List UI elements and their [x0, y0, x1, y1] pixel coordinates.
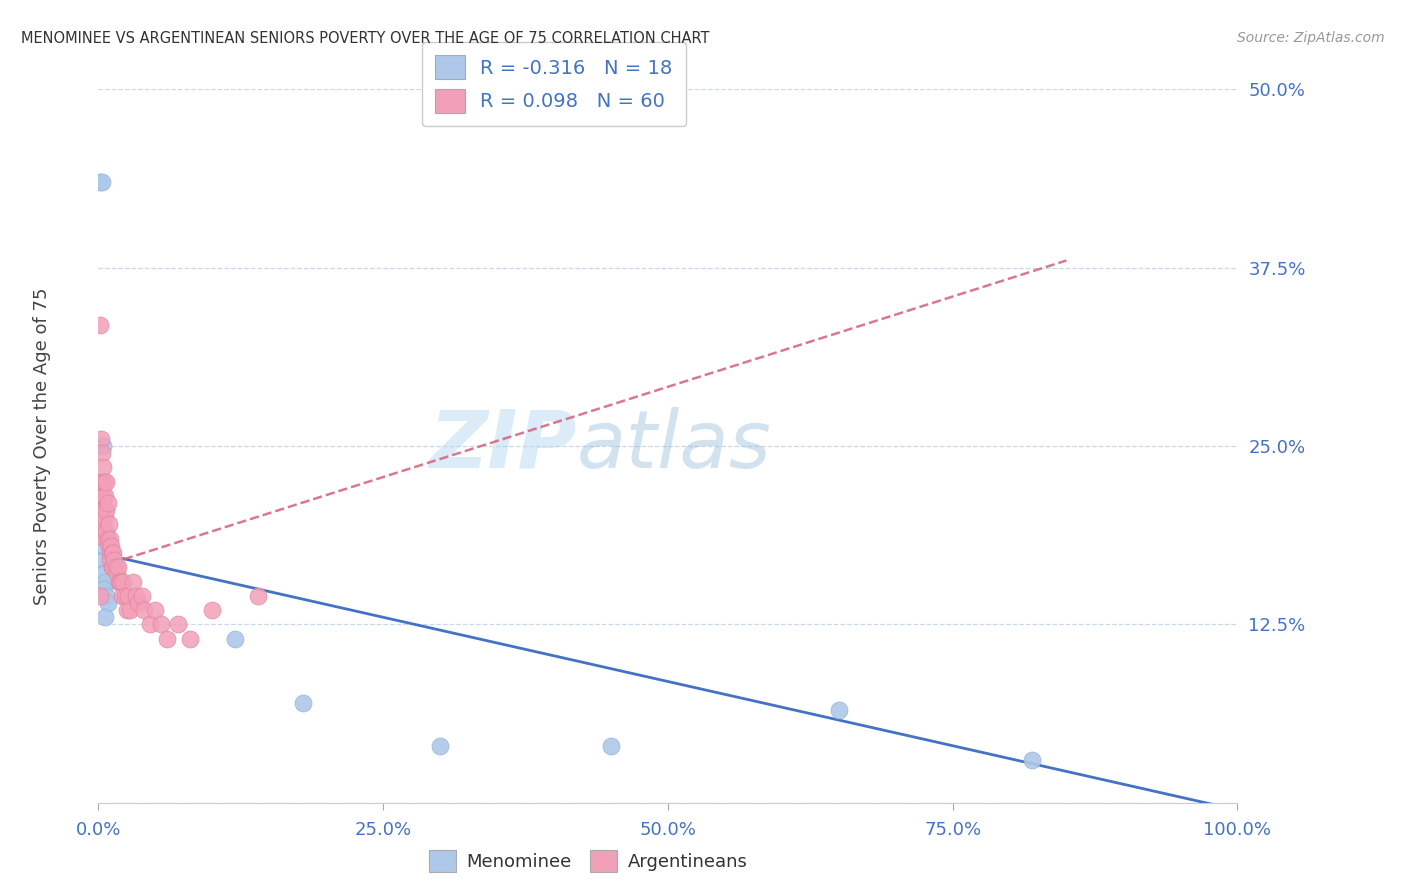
Point: [97, 539, 120, 553]
Point: [1021, 753, 1043, 767]
Point: [246, 589, 269, 603]
Point: [103, 546, 125, 560]
Point: [115, 603, 138, 617]
Point: [96, 596, 118, 610]
Point: [94, 510, 117, 524]
Point: [90, 475, 112, 489]
Point: [96, 524, 118, 539]
Point: [114, 589, 136, 603]
Point: [121, 574, 143, 589]
Point: [131, 589, 153, 603]
Point: [100, 539, 122, 553]
Point: [429, 739, 451, 753]
Point: [93, 503, 115, 517]
Point: [90, 510, 112, 524]
Point: [94, 532, 117, 546]
Point: [125, 589, 148, 603]
Point: [138, 617, 160, 632]
Point: [224, 632, 246, 646]
Point: [600, 739, 623, 753]
Point: [96, 475, 118, 489]
Point: [91, 567, 114, 582]
Point: [89, 318, 111, 332]
Point: [91, 489, 114, 503]
Point: [90, 475, 112, 489]
Point: [90, 175, 112, 189]
Point: [94, 489, 117, 503]
Text: Seniors Poverty Over the Age of 75: Seniors Poverty Over the Age of 75: [34, 287, 51, 605]
Point: [90, 553, 112, 567]
Point: [91, 460, 114, 475]
Point: [117, 589, 139, 603]
Point: [112, 574, 135, 589]
Point: [91, 517, 114, 532]
Point: [103, 553, 125, 567]
Point: [101, 560, 124, 574]
Point: [96, 589, 118, 603]
Point: [132, 603, 155, 617]
Point: [108, 574, 131, 589]
Point: [90, 489, 112, 503]
Point: [91, 503, 114, 517]
Point: [104, 560, 127, 574]
Point: [98, 546, 121, 560]
Point: [107, 560, 129, 574]
Point: [111, 589, 134, 603]
Legend: Menominee, Argentineans: Menominee, Argentineans: [422, 843, 755, 880]
Point: [90, 432, 112, 446]
Text: Source: ZipAtlas.com: Source: ZipAtlas.com: [1237, 31, 1385, 45]
Point: [93, 524, 115, 539]
Point: [120, 603, 142, 617]
Point: [103, 560, 125, 574]
Point: [156, 632, 179, 646]
Point: [89, 589, 111, 603]
Point: [93, 475, 115, 489]
Point: [93, 539, 115, 553]
Point: [89, 175, 111, 189]
Point: [108, 574, 131, 589]
Point: [98, 532, 121, 546]
Point: [97, 517, 120, 532]
Point: [145, 603, 167, 617]
Point: [98, 553, 121, 567]
Point: [91, 439, 114, 453]
Point: [167, 617, 190, 632]
Point: [292, 696, 315, 710]
Point: [96, 496, 118, 510]
Point: [90, 510, 112, 524]
Point: [150, 617, 173, 632]
Point: [127, 596, 149, 610]
Point: [101, 546, 124, 560]
Point: [96, 532, 118, 546]
Point: [90, 446, 112, 460]
Text: MENOMINEE VS ARGENTINEAN SENIORS POVERTY OVER THE AGE OF 75 CORRELATION CHART: MENOMINEE VS ARGENTINEAN SENIORS POVERTY…: [21, 31, 710, 46]
Point: [90, 503, 112, 517]
Text: ZIP: ZIP: [429, 407, 576, 485]
Point: [110, 574, 132, 589]
Point: [96, 503, 118, 517]
Text: atlas: atlas: [576, 407, 772, 485]
Point: [93, 582, 115, 596]
Point: [105, 567, 128, 582]
Point: [201, 603, 224, 617]
Point: [179, 632, 201, 646]
Point: [94, 574, 117, 589]
Point: [94, 610, 117, 624]
Point: [828, 703, 851, 717]
